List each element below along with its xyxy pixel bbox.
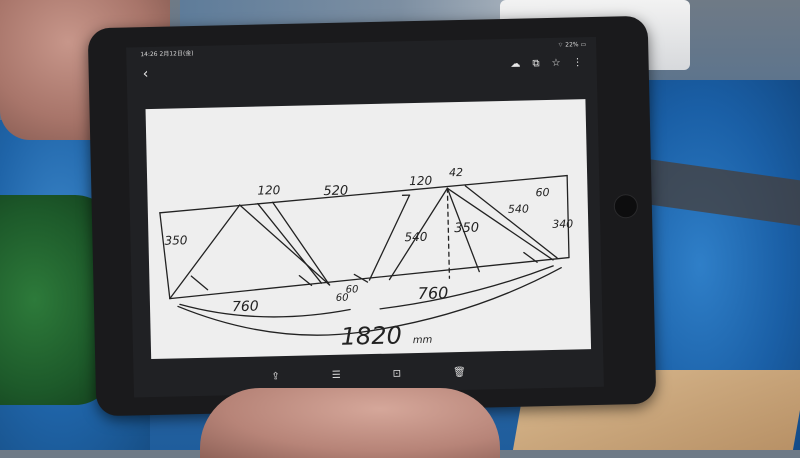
dim-total-1820: 1820	[340, 321, 402, 350]
brace-1	[168, 205, 242, 299]
tune-icon[interactable]: ☰	[332, 365, 341, 387]
dim-top-left-120: 120	[257, 183, 281, 198]
brace-2b	[258, 202, 322, 284]
dim-right-540: 540	[508, 202, 529, 215]
brace-2	[240, 203, 330, 287]
battery-level: 22%	[565, 41, 578, 48]
frame-left-line	[160, 213, 170, 299]
brace-3	[273, 201, 330, 286]
cast-icon[interactable]: ⧉	[532, 58, 539, 69]
tablet-device: 14:26 2月12日(金) ⌔ 22% ▭ ‹ ☁ ⧉ ☆ ⋮	[88, 16, 657, 417]
dim-left-350: 350	[164, 233, 188, 248]
dimension-curve-right	[379, 266, 554, 309]
dim-right-340: 340	[552, 217, 573, 230]
wifi-icon: ⌔	[558, 42, 564, 49]
app-actions: ☁ ⧉ ☆ ⋮	[510, 57, 582, 70]
chevron-left-icon[interactable]: ‹	[143, 67, 149, 81]
bottom-toolbar: ⇪ ☰ ⊡ 🗑	[133, 359, 603, 392]
dim-mid-540: 540	[404, 230, 428, 245]
dim-top-right-120: 120	[409, 174, 433, 189]
dim-bottom-60b: 60	[346, 284, 359, 295]
status-right: ⌔ 22% ▭	[558, 37, 587, 54]
more-vert-icon[interactable]: ⋮	[572, 57, 582, 68]
dim-top-520: 520	[323, 184, 348, 200]
dim-bottom-760-left: 760	[232, 299, 259, 316]
star-icon[interactable]: ☆	[551, 58, 560, 69]
gusset-1	[191, 276, 207, 290]
home-button[interactable]	[614, 194, 639, 219]
cloud-icon[interactable]: ☁	[510, 59, 520, 70]
bottom-hand	[200, 388, 500, 458]
dim-total-unit: mm	[413, 335, 433, 346]
dim-mid-350: 350	[454, 221, 479, 237]
status-time: 14:26 2月12日(金)	[140, 46, 194, 63]
frame-top-line	[159, 176, 568, 213]
centerline	[447, 188, 449, 278]
battery-icon: ▭	[580, 41, 586, 48]
dim-bottom-760-right: 760	[418, 283, 449, 303]
photo-viewer-image[interactable]: 120 520 120 42 60 540 340 350 540 350 60…	[146, 99, 592, 359]
share-icon[interactable]: ⇪	[271, 366, 280, 388]
dim-peak-42: 42	[449, 166, 463, 179]
dim-right-60: 60	[535, 186, 549, 199]
truss-sketch: 120 520 120 42 60 540 340 350 540 350 60…	[146, 99, 592, 359]
lens-icon[interactable]: ⊡	[392, 363, 401, 385]
tablet-screen: 14:26 2月12日(金) ⌔ 22% ▭ ‹ ☁ ⧉ ☆ ⋮	[126, 37, 604, 398]
delete-icon[interactable]: 🗑	[453, 362, 466, 384]
